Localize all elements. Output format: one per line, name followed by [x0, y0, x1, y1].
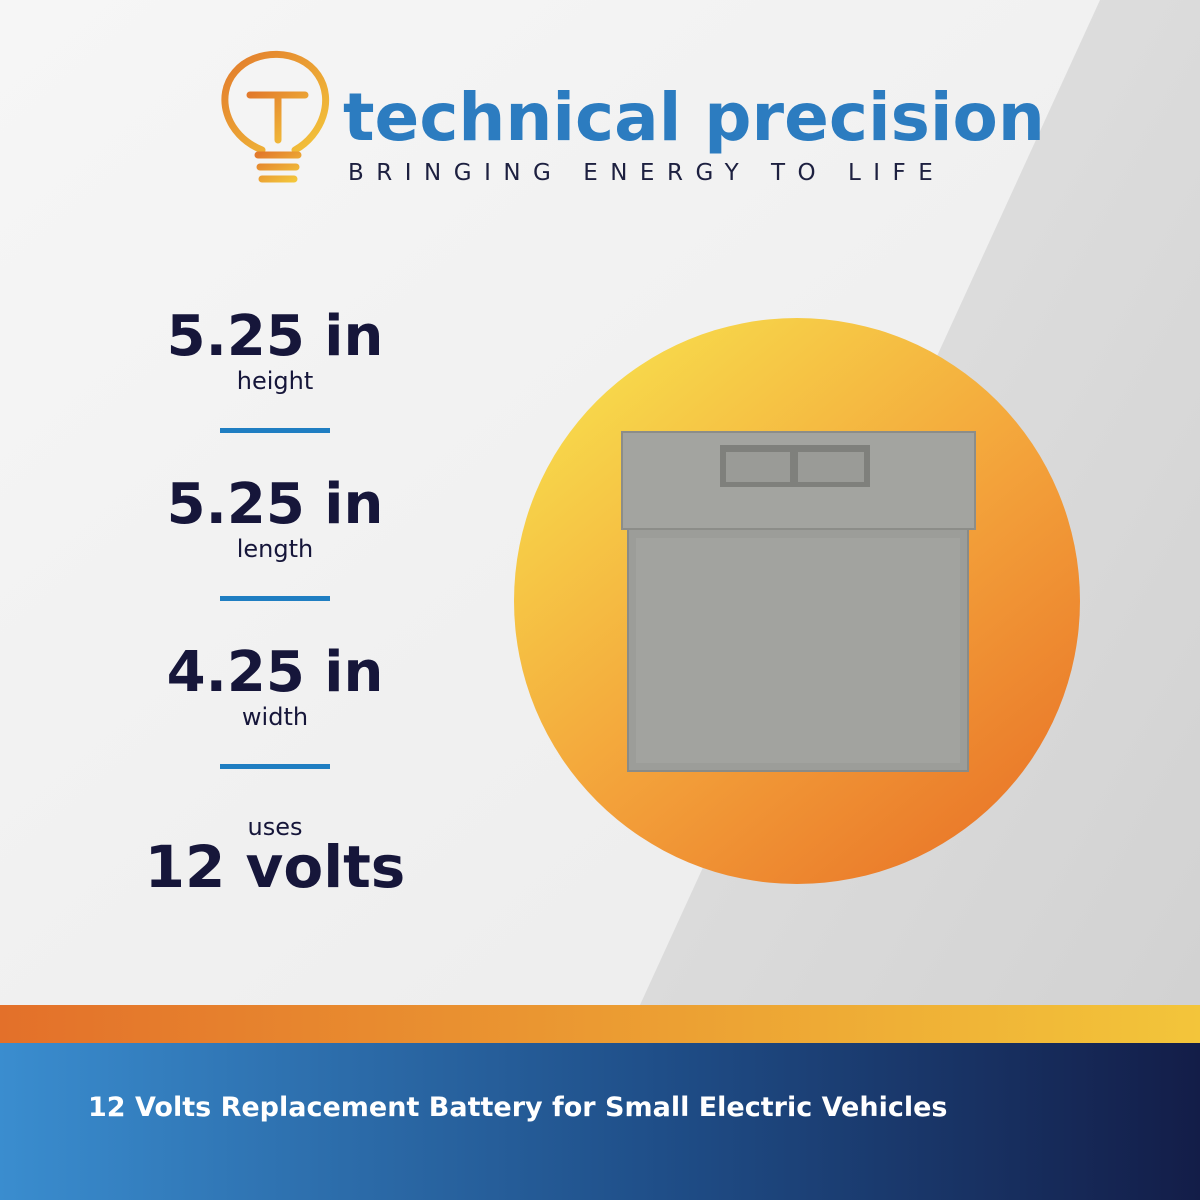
spec-label: width [242, 703, 308, 731]
footer-text: 12 Volts Replacement Battery for Small E… [88, 1092, 947, 1123]
voltage-value: 12 volts [145, 833, 406, 901]
spec-value: 5.25 in [167, 304, 384, 369]
footer-band [0, 1043, 1200, 1200]
brand-name: technical precision [343, 79, 1045, 156]
divider [220, 596, 330, 601]
logo [221, 50, 330, 183]
spec-label: length [237, 535, 314, 563]
spec-value: 4.25 in [167, 640, 384, 705]
spec-label: height [237, 367, 314, 395]
accent-stripe [0, 1005, 1200, 1043]
brand-tagline: BRINGING ENERGY TO LIFE [348, 160, 945, 186]
battery [621, 431, 976, 772]
voltage-label: uses [248, 813, 303, 841]
spec-value: 5.25 in [167, 472, 384, 537]
divider [220, 428, 330, 433]
divider [220, 764, 330, 769]
